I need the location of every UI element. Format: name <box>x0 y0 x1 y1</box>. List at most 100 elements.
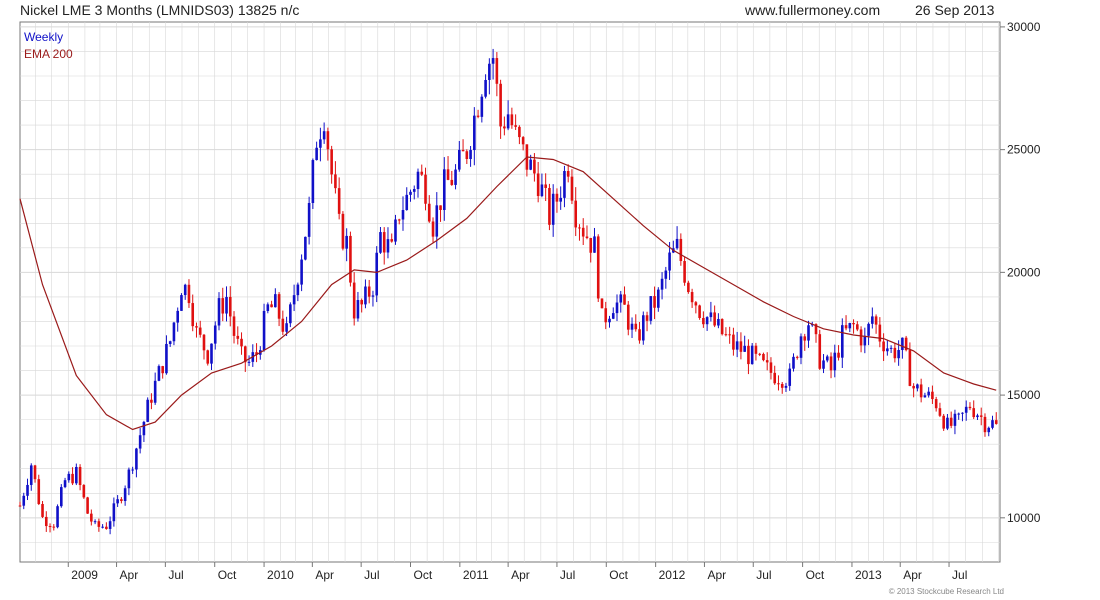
x-tick-label: Apr <box>903 568 922 582</box>
candle-body <box>424 174 427 204</box>
x-tick-label: Jul <box>560 568 575 582</box>
candle-body <box>844 325 848 329</box>
candlesticks <box>18 48 998 535</box>
candle-body <box>465 151 469 160</box>
candle-body <box>773 372 777 384</box>
x-tick-label: Apr <box>511 568 530 582</box>
candle-body <box>931 391 934 400</box>
candle-body <box>503 126 506 129</box>
legend-weekly: Weekly <box>24 30 63 44</box>
candle-body <box>540 184 544 197</box>
candle-body <box>874 316 878 325</box>
candle-body <box>919 384 923 398</box>
candle-body <box>739 341 743 352</box>
candle-body <box>852 323 855 325</box>
candle-body <box>322 131 326 140</box>
candle-body <box>825 356 829 361</box>
candle-body <box>394 219 397 242</box>
candle-body <box>784 385 788 388</box>
candle-body <box>349 235 352 283</box>
candle-body <box>946 417 949 429</box>
y-tick-label: 10000 <box>1007 511 1041 525</box>
candle-body <box>983 416 987 433</box>
candle-body <box>255 352 258 355</box>
x-axis-ticks: 2009 Apr Jul Oct 2010 Apr Jul Oct 2011 Apr Jul Oct 2… <box>67 562 967 582</box>
x-tick-label: 2010 <box>267 568 294 582</box>
candle-body <box>236 335 240 339</box>
candle-body <box>334 174 337 189</box>
candle-body <box>593 236 596 253</box>
candle-body <box>172 322 176 342</box>
candle-body <box>754 345 758 354</box>
candle-body <box>675 238 679 249</box>
candle-body <box>153 380 157 403</box>
candle-body <box>120 499 123 501</box>
candle-body <box>780 383 784 388</box>
candle-body <box>364 286 367 305</box>
x-tick-label: Oct <box>806 568 825 582</box>
candle-body <box>97 521 101 527</box>
candle-body <box>371 295 375 297</box>
candle-body <box>856 324 859 330</box>
candle-body <box>615 302 619 314</box>
x-tick-label: Jul <box>364 568 379 582</box>
candle-body <box>495 58 499 84</box>
candle-body <box>968 406 972 409</box>
candle-body <box>574 200 578 228</box>
candle-body <box>285 323 288 332</box>
candle-body <box>878 324 882 342</box>
candle-body <box>979 415 983 417</box>
candle-body <box>762 353 765 361</box>
candle-body <box>198 327 202 335</box>
candle-body <box>390 239 394 242</box>
x-tick-label: Apr <box>315 568 334 582</box>
candle-body <box>416 171 420 190</box>
candle-body <box>311 160 315 203</box>
candle-body <box>585 236 589 239</box>
candle-body <box>649 296 653 321</box>
candle-body <box>90 513 93 522</box>
candle-body <box>274 294 277 308</box>
candle-body <box>698 305 701 318</box>
candle-body <box>26 484 29 496</box>
candle-body <box>619 294 623 303</box>
candle-body <box>750 345 754 365</box>
candle-body <box>645 315 649 321</box>
candle-body <box>668 252 671 271</box>
legend-ema-200: EMA 200 <box>24 47 73 61</box>
y-tick-label: 25000 <box>1007 143 1041 157</box>
candle-body <box>976 415 979 418</box>
candle-body <box>608 318 611 323</box>
candle-body <box>717 318 720 326</box>
candle-body <box>630 323 634 330</box>
candle-body <box>60 487 63 507</box>
candle-body <box>337 188 341 214</box>
site-url[interactable]: www.fullermoney.com <box>745 2 881 18</box>
candle-body <box>570 176 574 201</box>
candle-body <box>833 352 837 371</box>
candle-body <box>611 313 615 319</box>
candle-body <box>101 526 104 528</box>
candle-body <box>217 298 221 326</box>
y-tick-label: 30000 <box>1007 20 1041 34</box>
candle-body <box>916 384 919 389</box>
candle-body <box>679 238 683 262</box>
candle-body <box>405 194 409 210</box>
x-tick-label: Oct <box>218 568 237 582</box>
candle-body <box>195 326 198 328</box>
candle-body <box>720 318 724 335</box>
candle-body <box>904 337 908 351</box>
candle-body <box>814 324 818 335</box>
candle-body <box>664 270 668 279</box>
candle-body <box>22 495 26 506</box>
candle-body <box>146 399 149 422</box>
candle-body <box>765 360 769 363</box>
candle-body <box>897 350 900 359</box>
candle-body <box>412 189 416 192</box>
candle-body <box>446 169 450 180</box>
candle-body <box>972 408 976 418</box>
candle-body <box>758 353 761 355</box>
x-tick-label: 2009 <box>71 568 98 582</box>
candle-body <box>859 329 863 346</box>
